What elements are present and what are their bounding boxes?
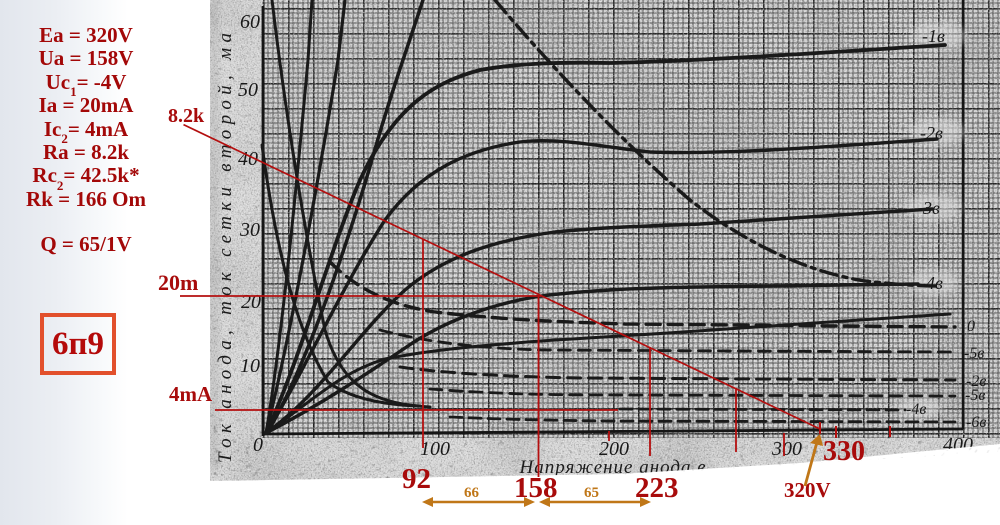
svg-text:100: 100 xyxy=(420,438,450,460)
svg-text:0: 0 xyxy=(967,318,975,335)
svg-text:60: 60 xyxy=(240,11,260,33)
svg-text:-5в: -5в xyxy=(964,345,984,362)
svg-text:-6в: -6в xyxy=(966,414,986,431)
svg-text:-4в: -4в xyxy=(920,273,943,293)
svg-text:-1в: -1в xyxy=(922,26,945,46)
svg-text:-4в: -4в xyxy=(906,401,926,418)
svg-text:-2в: -2в xyxy=(966,373,986,390)
svg-text:-2в: -2в xyxy=(920,123,943,143)
svg-text:20: 20 xyxy=(241,291,261,313)
svg-text:-3в: -3в xyxy=(917,198,940,218)
svg-text:10: 10 xyxy=(240,355,260,377)
svg-text:-5в: -5в xyxy=(965,387,985,404)
svg-text:50: 50 xyxy=(238,79,258,101)
svg-text:30: 30 xyxy=(239,219,260,241)
svg-text:0: 0 xyxy=(253,434,263,456)
